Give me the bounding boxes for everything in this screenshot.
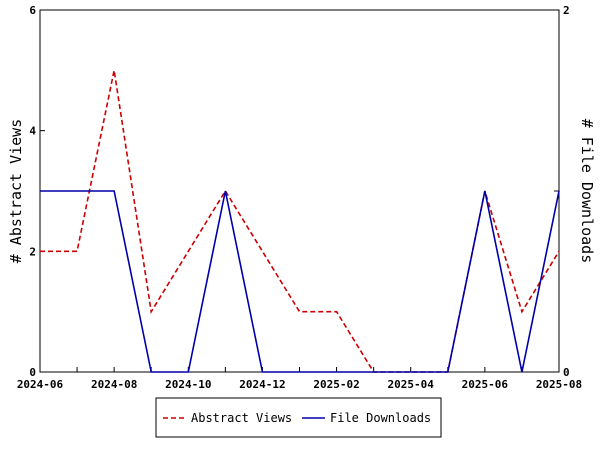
x-tick-label: 2024-10 (165, 378, 211, 391)
x-tick-label: 2025-04 (388, 378, 435, 391)
left-y-tick-label: 0 (29, 366, 36, 379)
right-y-axis-ticks: 02 (554, 4, 570, 379)
left-y-axis-title: # Abstract Views (7, 119, 25, 264)
series-lines (40, 70, 560, 373)
x-tick-label: 2024-12 (239, 378, 285, 391)
x-tick-label: 2024-06 (17, 378, 64, 391)
right-y-axis-title: # File Downloads (578, 119, 596, 264)
x-tick-label: 2024-08 (91, 378, 137, 391)
left-y-tick-label: 6 (29, 4, 36, 17)
series-line-file-downloads (40, 190, 560, 373)
x-tick-label: 2025-02 (313, 378, 359, 391)
x-axis-ticks: 2024-06 2024-08 2024-10 2024-12 2025-02 2025-… (17, 367, 582, 391)
legend-box (155, 397, 442, 438)
right-y-tick-label: 0 (563, 366, 570, 379)
plot-area (39, 9, 560, 373)
x-tick-label: 2025-06 (462, 378, 509, 391)
left-y-tick-label: 2 (29, 245, 36, 258)
x-tick-label: 2025-08 (536, 378, 582, 391)
legend-label-abstract-views: Abstract Views (191, 411, 292, 425)
right-y-tick-label: 2 (563, 4, 570, 17)
left-y-tick-label: 4 (29, 125, 36, 138)
legend-label-file-downloads: File Downloads (330, 411, 431, 425)
legend: Abstract Views File Downloads (155, 397, 442, 438)
